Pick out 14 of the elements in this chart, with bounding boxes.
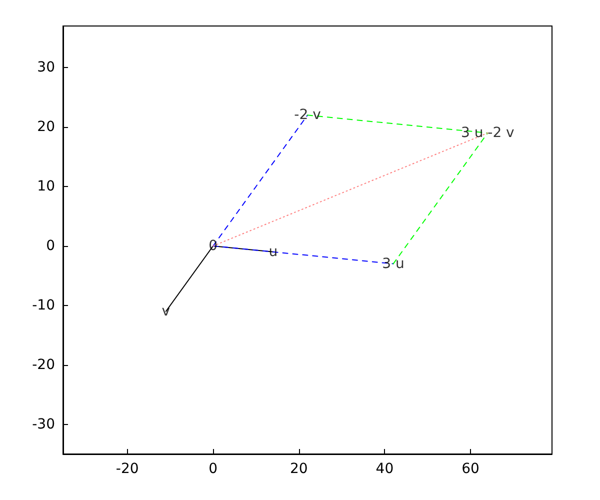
- x-tick-label: 0: [208, 461, 218, 477]
- x-tick-label: 40: [376, 461, 394, 477]
- x-tick-label: -20: [116, 461, 139, 477]
- y-tick-label: 0: [46, 238, 55, 254]
- y-tick-label: -20: [32, 356, 55, 373]
- y-tick-label: -10: [32, 297, 55, 314]
- y-tick-label: -30: [32, 416, 55, 432]
- y-tick-label: 10: [37, 178, 55, 194]
- annotation: v: [162, 303, 170, 320]
- x-tick-label: 20: [290, 461, 308, 477]
- annotation: -2 v: [294, 107, 321, 124]
- y-tick-label: 20: [37, 119, 55, 136]
- x-tick-label: 60: [462, 461, 480, 477]
- y-tick-label: 30: [37, 60, 55, 76]
